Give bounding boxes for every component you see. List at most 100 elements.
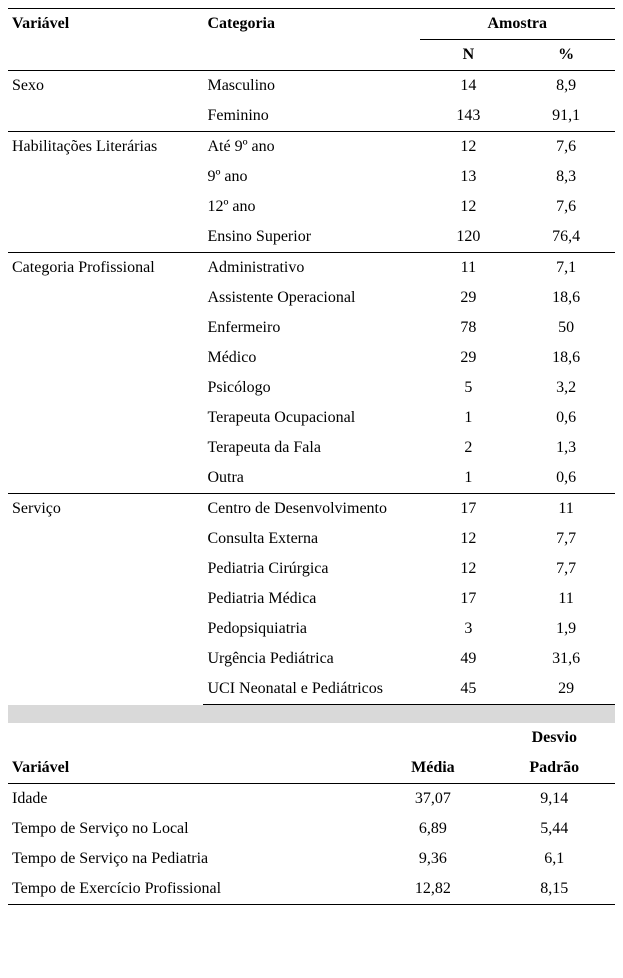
variable-cell: Idade	[8, 784, 372, 815]
header-categoria: Categoria	[203, 9, 419, 71]
n-cell: 2	[420, 433, 518, 463]
n-cell: 14	[420, 71, 518, 102]
pct-cell: 1,3	[517, 433, 615, 463]
table-row: Tempo de Serviço na Pediatria9,366,1	[8, 844, 615, 874]
desvio-padrao-cell: 5,44	[494, 814, 615, 844]
table2-header-row1: Desvio	[8, 723, 615, 753]
category-cell: Psicólogo	[203, 373, 419, 403]
variable-cell: Categoria Profissional	[8, 253, 203, 494]
header-variavel-2: Variável	[8, 753, 372, 784]
category-cell: Feminino	[203, 101, 419, 132]
table-row: Tempo de Serviço no Local6,895,44	[8, 814, 615, 844]
variable-cell: Tempo de Serviço no Local	[8, 814, 372, 844]
n-cell: 17	[420, 494, 518, 525]
desvio-padrao-cell: 6,1	[494, 844, 615, 874]
n-cell: 3	[420, 614, 518, 644]
categorical-table: Variável Categoria Amostra N % SexoMascu…	[8, 8, 615, 705]
category-cell: Urgência Pediátrica	[203, 644, 419, 674]
category-cell: 9º ano	[203, 162, 419, 192]
n-cell: 5	[420, 373, 518, 403]
n-cell: 1	[420, 463, 518, 494]
header-n: N	[420, 40, 518, 71]
numeric-summary-table: Desvio Variável Média Padrão Idade37,079…	[8, 723, 615, 905]
n-cell: 120	[420, 222, 518, 253]
n-cell: 12	[420, 132, 518, 163]
pct-cell: 7,7	[517, 554, 615, 584]
pct-cell: 7,7	[517, 524, 615, 554]
category-cell: Consulta Externa	[203, 524, 419, 554]
category-cell: Outra	[203, 463, 419, 494]
pct-cell: 11	[517, 584, 615, 614]
header-media: Média	[372, 753, 493, 784]
desvio-padrao-cell: 9,14	[494, 784, 615, 815]
n-cell: 45	[420, 674, 518, 705]
category-cell: Terapeuta Ocupacional	[203, 403, 419, 433]
pct-cell: 91,1	[517, 101, 615, 132]
media-cell: 9,36	[372, 844, 493, 874]
table-row: Habilitações LiteráriasAté 9º ano127,6	[8, 132, 615, 163]
pct-cell: 7,6	[517, 132, 615, 163]
n-cell: 78	[420, 313, 518, 343]
category-cell: Assistente Operacional	[203, 283, 419, 313]
category-cell: Administrativo	[203, 253, 419, 284]
n-cell: 12	[420, 192, 518, 222]
table2-header-row2: Variável Média Padrão	[8, 753, 615, 784]
table-row: ServiçoCentro de Desenvolvimento1711	[8, 494, 615, 525]
n-cell: 49	[420, 644, 518, 674]
pct-cell: 18,6	[517, 283, 615, 313]
category-cell: UCI Neonatal e Pediátricos	[203, 674, 419, 705]
n-cell: 13	[420, 162, 518, 192]
category-cell: Masculino	[203, 71, 419, 102]
media-cell: 37,07	[372, 784, 493, 815]
pct-cell: 0,6	[517, 463, 615, 494]
pct-cell: 76,4	[517, 222, 615, 253]
table-row: SexoMasculino148,9	[8, 71, 615, 102]
category-cell: Pediatria Cirúrgica	[203, 554, 419, 584]
pct-cell: 7,1	[517, 253, 615, 284]
n-cell: 1	[420, 403, 518, 433]
n-cell: 12	[420, 524, 518, 554]
n-cell: 29	[420, 283, 518, 313]
media-cell: 6,89	[372, 814, 493, 844]
pct-cell: 7,6	[517, 192, 615, 222]
variable-cell: Habilitações Literárias	[8, 132, 203, 253]
n-cell: 11	[420, 253, 518, 284]
category-cell: Ensino Superior	[203, 222, 419, 253]
media-cell: 12,82	[372, 874, 493, 905]
n-cell: 12	[420, 554, 518, 584]
pct-cell: 0,6	[517, 403, 615, 433]
header-desvio: Desvio	[494, 723, 615, 753]
n-cell: 17	[420, 584, 518, 614]
category-cell: 12º ano	[203, 192, 419, 222]
section-divider-bar	[8, 705, 615, 723]
pct-cell: 50	[517, 313, 615, 343]
pct-cell: 29	[517, 674, 615, 705]
header-padrao: Padrão	[494, 753, 615, 784]
header-variavel: Variável	[8, 9, 203, 71]
pct-cell: 8,3	[517, 162, 615, 192]
desvio-padrao-cell: 8,15	[494, 874, 615, 905]
category-cell: Pedopsiquiatria	[203, 614, 419, 644]
category-cell: Centro de Desenvolvimento	[203, 494, 419, 525]
pct-cell: 3,2	[517, 373, 615, 403]
pct-cell: 31,6	[517, 644, 615, 674]
category-cell: Pediatria Médica	[203, 584, 419, 614]
pct-cell: 11	[517, 494, 615, 525]
table1-header-row1: Variável Categoria Amostra	[8, 9, 615, 40]
category-cell: Médico	[203, 343, 419, 373]
category-cell: Enfermeiro	[203, 313, 419, 343]
pct-cell: 8,9	[517, 71, 615, 102]
table-row: Idade37,079,14	[8, 784, 615, 815]
pct-cell: 18,6	[517, 343, 615, 373]
variable-cell: Sexo	[8, 71, 203, 132]
variable-cell: Serviço	[8, 494, 203, 705]
pct-cell: 1,9	[517, 614, 615, 644]
category-cell: Terapeuta da Fala	[203, 433, 419, 463]
variable-cell: Tempo de Serviço na Pediatria	[8, 844, 372, 874]
table-row: Tempo de Exercício Profissional12,828,15	[8, 874, 615, 905]
n-cell: 143	[420, 101, 518, 132]
variable-cell: Tempo de Exercício Profissional	[8, 874, 372, 905]
category-cell: Até 9º ano	[203, 132, 419, 163]
header-pct: %	[517, 40, 615, 71]
n-cell: 29	[420, 343, 518, 373]
